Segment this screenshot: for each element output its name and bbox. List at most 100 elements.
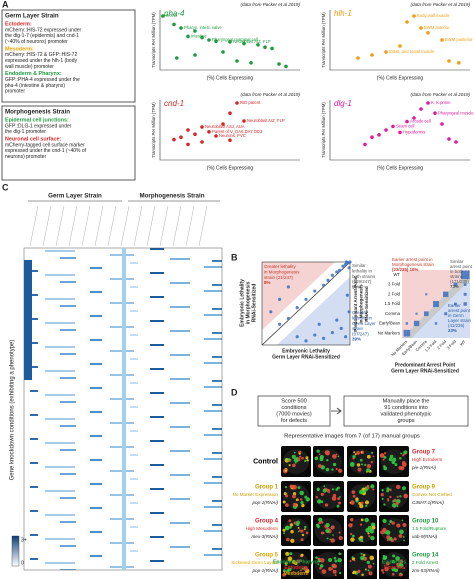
point (347, 310, 351, 314)
y-axis-label: Embryonic Lethality (239, 279, 245, 327)
cell-signal (292, 502, 297, 507)
cell-signal (350, 523, 353, 526)
group-name: Group 10 (412, 519, 439, 525)
cell-signal (299, 490, 305, 496)
column-label-tick (133, 205, 143, 247)
cell-signal (364, 463, 367, 466)
annotation: 23% (448, 328, 457, 333)
cell-signal (286, 458, 291, 462)
x-axis-label: (%) Cells Expressing (377, 75, 424, 81)
cell-signal (365, 500, 369, 505)
point-label: RID parent (240, 100, 261, 105)
cell-signal (370, 460, 374, 464)
cell-signal (402, 453, 406, 456)
cell-signal (370, 535, 375, 541)
cell-signal (293, 521, 297, 525)
cell-signal (384, 566, 389, 572)
annotation: lethality in (352, 268, 373, 273)
cell-signal (304, 525, 307, 529)
cell-signal (284, 469, 288, 472)
cell-signal (398, 563, 404, 568)
annotation: 73% (450, 284, 459, 289)
cell-signal (351, 490, 356, 494)
point (235, 59, 239, 63)
group-phenotype: High Mesoderm (246, 526, 279, 531)
point (277, 62, 281, 66)
group-rnai: pop-1(RNAi) (251, 500, 278, 505)
cell-signal (366, 454, 371, 459)
point (242, 41, 246, 46)
point-label: Neuroblast AIZ, FLP (247, 118, 285, 123)
annotation: Earlier arrest point in (392, 257, 433, 262)
cell-signal (395, 484, 401, 490)
annotation: in both (450, 269, 464, 274)
strain-item-text: pha-4 (intestine & pharynx) (5, 83, 65, 89)
bubble (434, 322, 438, 325)
cell-signal (318, 453, 321, 456)
x-axis-label: Embryonic Lethality (282, 348, 330, 354)
x-axis-label: (%) Cells Expressing (207, 75, 254, 81)
cell-signal (319, 564, 324, 568)
cell-signal (285, 525, 290, 531)
y-tick-label: 1.5 Fold (384, 301, 400, 306)
cell-signal (387, 499, 390, 502)
point (344, 260, 349, 264)
cell-signal (293, 458, 299, 463)
cell-signal (381, 497, 384, 500)
point (214, 134, 218, 138)
column-label-tick (159, 205, 169, 247)
cell-signal (335, 453, 338, 456)
cell-signal (338, 571, 342, 575)
cell-signal (337, 455, 340, 458)
cell-signal (402, 486, 406, 491)
cell-signal (300, 559, 303, 562)
cell-signal (371, 525, 376, 530)
point (344, 262, 348, 267)
cell-signal (329, 538, 332, 541)
step-text: conditions (281, 405, 306, 411)
cell-signal (392, 457, 397, 462)
point (370, 53, 374, 57)
cell-signal (360, 501, 364, 505)
cell-signal (332, 565, 334, 568)
point-label: Neuroblast ASJ, AUA (205, 124, 245, 129)
y-axis-label: RNAi-Sensitized (251, 284, 257, 323)
point (405, 119, 409, 124)
strain-item-text: GFP::DLG-1 expressed under (5, 123, 72, 129)
plot-frame (261, 261, 351, 346)
point (313, 289, 317, 293)
bubble (413, 320, 420, 327)
cell-signal (366, 471, 368, 473)
y-tick-label: WT (393, 272, 400, 277)
cell-signal (283, 492, 287, 496)
point (370, 135, 374, 139)
point (286, 285, 290, 289)
cell-signal (284, 486, 288, 489)
strain-box (1, 105, 136, 181)
point (330, 330, 334, 335)
cell-signal (287, 556, 293, 562)
point-label: Neuroblast AIZ, FLP (233, 39, 271, 44)
cell-signal (383, 465, 386, 468)
embryo-outline (282, 518, 310, 543)
y-axis-label: Transcripts Per Million (TPM) (151, 102, 156, 158)
cell-signal (353, 451, 356, 454)
cell-signal (301, 503, 305, 508)
cell-signal (320, 520, 324, 524)
cell-signal (292, 494, 296, 499)
cell-signal (318, 464, 322, 468)
cell-signal (300, 501, 304, 505)
cell-signal (356, 451, 361, 455)
cell-signal (350, 537, 355, 542)
cell-signal (292, 484, 297, 490)
bubble (433, 301, 439, 307)
point (345, 293, 349, 297)
cell-signal (396, 523, 401, 528)
cell-signal (297, 486, 301, 489)
point (440, 122, 444, 126)
point (440, 38, 444, 42)
cell-signal (337, 558, 342, 563)
source: (data from Packer et al 2019) (241, 2, 301, 7)
bubble (425, 293, 428, 296)
cell-signal (322, 488, 327, 493)
